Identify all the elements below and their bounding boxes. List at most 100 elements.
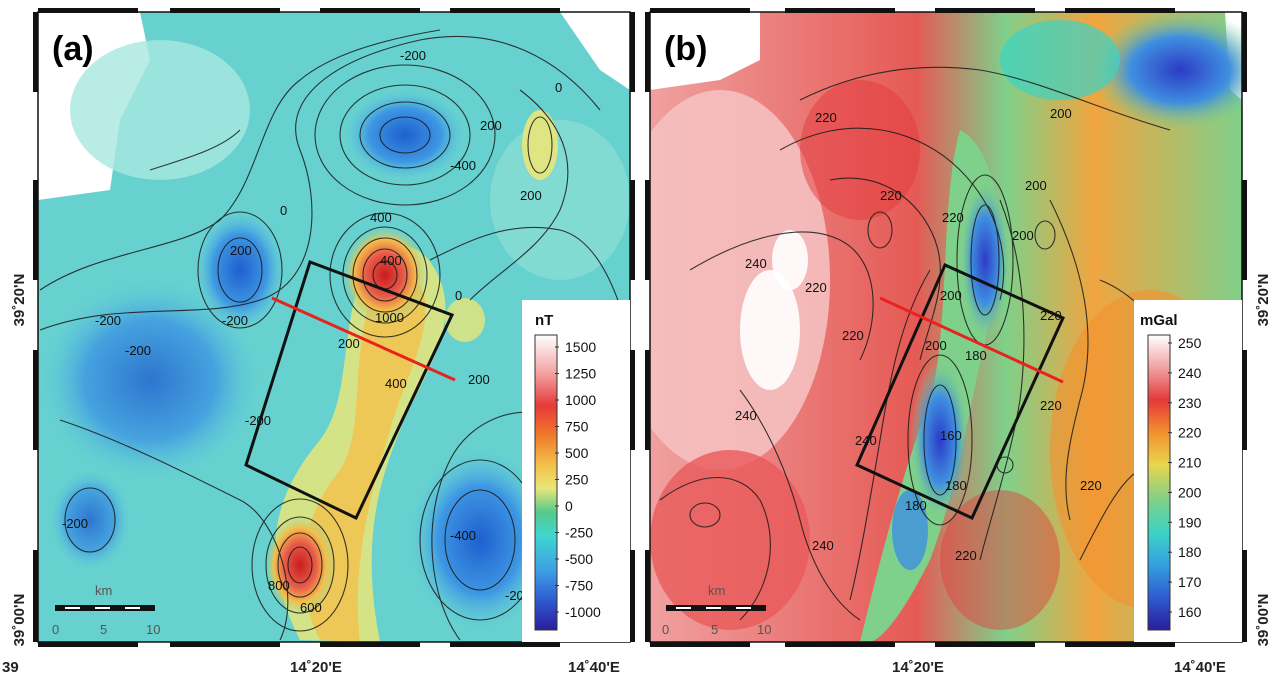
lat-label-bottom-right: 39˚00'N [1255, 594, 1272, 647]
panel-a-scalebar: km 0 5 10 [52, 583, 160, 637]
contour-label: 200 [1050, 106, 1072, 121]
scalebar-tick: 5 [711, 622, 718, 637]
lon-label-left: 39 [2, 659, 19, 676]
lon-label-a-right: 14˚40'E [568, 659, 620, 676]
contour-label: 220 [955, 548, 977, 563]
colorbar-tick-label: 230 [1178, 395, 1202, 411]
panel-b-label: (b) [664, 30, 707, 68]
contour-label: 200 [925, 338, 947, 353]
contour-label: 220 [942, 210, 964, 225]
contour-label: 1000 [375, 310, 404, 325]
contour-label: -200 [95, 313, 121, 328]
colorbar-tick-label: -1000 [565, 604, 601, 620]
panel-a-label: (a) [52, 30, 94, 68]
contour-label: 220 [1080, 478, 1102, 493]
colorbar-tick-label: 1000 [565, 392, 596, 408]
panel-a: -200 0 200 -400 200 0 200 400 400 1000 2… [33, 8, 635, 647]
colorbar-unit: mGal [1140, 312, 1178, 329]
contour-label: -200 [62, 516, 88, 531]
lat-label-top-right: 39˚20'N [1255, 274, 1272, 327]
panel-a-border [33, 8, 635, 647]
colorbar-tick-label: 240 [1178, 365, 1202, 381]
panel-b-contour-labels: 220 200 200 220 220 200 240 220 220 240 … [735, 106, 1102, 563]
colorbar-tick-label: 1500 [565, 339, 596, 355]
contour-label: -200 [400, 48, 426, 63]
contour-label: 240 [735, 408, 757, 423]
colorbar-scale [534, 334, 558, 631]
scalebar-unit: km [708, 583, 725, 598]
panel-b-colorbar: mGal 250 240 230 220 210 200 190 180 170 160 [1134, 300, 1242, 642]
contour-label: 180 [945, 478, 967, 493]
contour-label: 0 [280, 203, 287, 218]
contour-label: 400 [370, 210, 392, 225]
colorbar-tick-label: 200 [1178, 484, 1202, 500]
contour-label: 400 [385, 376, 407, 391]
colorbar-tick-label: 1250 [565, 366, 596, 382]
contour-label: 180 [965, 348, 987, 363]
colorbar-tick-label: -250 [565, 525, 593, 541]
colorbar-tick-label: 190 [1178, 514, 1202, 530]
contour-label: 800 [268, 578, 290, 593]
panel-a-profile-line [271, 296, 456, 382]
contour-label: -200 [245, 413, 271, 428]
scalebar-tick: 10 [757, 622, 771, 637]
contour-label: 200 [520, 188, 542, 203]
scalebar-tick: 5 [100, 622, 107, 637]
contour-label: 220 [805, 280, 827, 295]
contour-label: 220 [1040, 398, 1062, 413]
panel-a-contours [39, 29, 630, 641]
contour-label: 240 [812, 538, 834, 553]
scalebar-unit: km [95, 583, 112, 598]
contour-label: 200 [1012, 228, 1034, 243]
contour-label: 240 [745, 256, 767, 271]
lat-label-top-left: 39˚20'N [11, 274, 28, 327]
colorbar-tick-label: 220 [1178, 425, 1202, 441]
scalebar-tick: 0 [662, 622, 669, 637]
panel-b-survey-box [855, 263, 1065, 520]
contour-label: 200 [230, 243, 252, 258]
contour-label: 160 [940, 428, 962, 443]
contour-label: 240 [855, 433, 877, 448]
panel-b: 220 200 200 220 220 200 240 220 220 240 … [645, 8, 1247, 647]
panel-b-map [650, 12, 1242, 642]
lon-label-b-mid: 14˚20'E [892, 659, 944, 676]
panel-a-contour-labels: -200 0 200 -400 200 0 200 400 400 1000 2… [62, 48, 562, 615]
lon-label-b-right: 14˚40'E [1174, 659, 1226, 676]
colorbar-tick-label: 750 [565, 419, 589, 435]
contour-label: 200 [480, 118, 502, 133]
contour-label: 400 [380, 253, 402, 268]
panel-b-scalebar: km 0 5 10 [662, 583, 771, 637]
contour-label: 200 [468, 372, 490, 387]
scalebar-tick: 10 [146, 622, 160, 637]
colorbar-tick-label: 170 [1178, 574, 1202, 590]
colorbar-unit: nT [535, 312, 553, 329]
contour-label: -400 [450, 158, 476, 173]
colorbar-tick-label: -500 [565, 551, 593, 567]
panel-b-profile-line [879, 296, 1064, 384]
lon-label-a-mid: 14˚20'E [290, 659, 342, 676]
colorbar-tick-label: 250 [1178, 335, 1202, 351]
colorbar-tick-label: 500 [565, 445, 589, 461]
contour-label: 220 [880, 188, 902, 203]
panel-a-colorbar: nT 1500 1250 1000 750 500 250 0 -250 -500 -750 -10… [522, 300, 630, 642]
contour-label: 600 [300, 600, 322, 615]
scalebar-tick: 0 [52, 622, 59, 637]
contour-label: 180 [905, 498, 927, 513]
contour-label: 200 [1025, 178, 1047, 193]
contour-label: 220 [842, 328, 864, 343]
contour-label: 0 [555, 80, 562, 95]
contour-label: -200 [222, 313, 248, 328]
panel-a-survey-box [244, 260, 455, 521]
colorbar-tick-label: 0 [565, 498, 573, 514]
contour-label: 0 [455, 288, 462, 303]
colorbar-tick-label: 180 [1178, 544, 1202, 560]
axis-labels: 39˚20'N 39˚00'N 39˚20'N 39˚00'N 39 14˚20… [2, 274, 1272, 676]
colorbar-tick-label: -750 [565, 578, 593, 594]
colorbar-tick-label: 210 [1178, 455, 1202, 471]
colorbar-tick-label: 250 [565, 472, 589, 488]
panel-a-map [38, 12, 630, 642]
contour-label: 220 [1040, 308, 1062, 323]
lat-label-bottom-left: 39˚00'N [11, 594, 28, 647]
colorbar-scale [1147, 334, 1171, 631]
